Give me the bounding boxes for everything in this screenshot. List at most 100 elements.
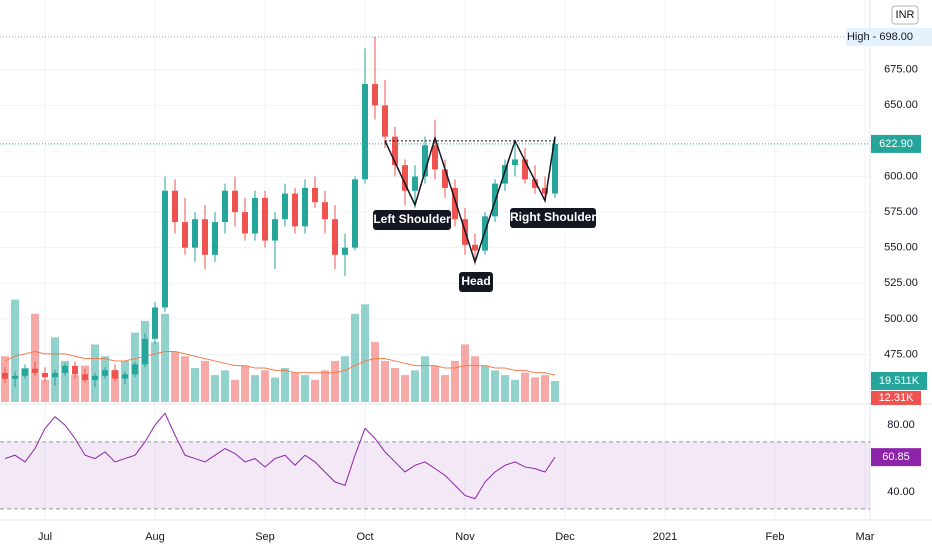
candle-body [342,247,348,255]
volume-bar [111,370,119,402]
candle-body [422,145,428,177]
candle-body [252,197,258,234]
volume-bar [221,370,229,402]
candle-body [322,202,328,220]
candle-body [42,372,48,378]
volume-bar [311,379,319,402]
candle-body [382,105,388,137]
candle-body [302,187,308,227]
volume-last-label: 19.511K [879,375,920,387]
candle-body [72,365,78,375]
currency[interactable]: INR [896,9,915,21]
candle-body [172,190,178,223]
volume-bar [511,379,519,402]
candle-body [232,190,238,213]
y-tick-label: 525.00 [884,277,918,289]
volume-bar [321,370,329,402]
y-tick-label: 550.00 [884,242,918,254]
x-tick-label: Mar [856,531,875,543]
volume-bar [81,365,89,402]
candle-body [472,244,478,251]
volume-bar [271,377,279,402]
y-tick-label: 475.00 [884,348,918,360]
candle-body [222,190,228,223]
volume-bar [551,380,559,402]
y-tick-label: 650.00 [884,99,918,111]
x-tick-label: Oct [356,531,373,543]
candle-body [512,159,518,166]
volume-ma [4,351,556,376]
candle-body [412,176,418,191]
candle-body [142,338,148,365]
candle-body [202,219,208,255]
candle-body [522,159,528,180]
volume-bar [61,360,69,402]
y-tick-label: 600.00 [884,170,918,182]
volume-bar [241,365,249,402]
candle-body [392,136,398,166]
volume-bar [361,304,369,402]
candle-body [92,375,98,381]
candle-body [122,374,128,379]
volume-bar [451,360,459,402]
candle-body [32,368,38,373]
candle-body [242,212,248,234]
volume-bar [431,365,439,402]
volume-bar [101,356,109,402]
volume-bar [21,368,29,402]
candle-body [62,365,68,373]
candle-body [12,375,18,379]
currency-box[interactable] [891,5,919,25]
rsi-tick-label: 80.00 [887,419,915,431]
candle-body [212,222,218,255]
volume-bar [541,375,549,402]
volume-bar [281,368,289,402]
annotation: Head [461,274,490,288]
candle-body [532,179,538,188]
annotation-box [510,208,596,228]
x-tick-label: Sep [255,531,275,543]
volume-bar [411,370,419,402]
x-tick-label: Feb [766,531,785,543]
candle-body [332,219,338,255]
candle-body [352,179,358,248]
volume-bar [401,375,409,402]
candle-body [102,370,108,376]
pattern-line [384,135,556,265]
candle-body [542,187,548,194]
volume-bar [371,342,379,402]
volume-bar [501,375,509,402]
rsi-band [0,441,870,509]
annotation-box [459,272,493,292]
volume-bar [351,313,359,402]
candle-body [162,190,168,308]
candle-body [292,193,298,227]
volume-bar [71,375,79,402]
volume-bar [521,372,529,402]
candle-body [182,222,188,248]
y-tick-label: 675.00 [884,64,918,76]
volume-bar [191,368,199,402]
annotation: Right Shoulder [510,210,596,224]
candle-body [372,83,378,106]
volume-bar [531,377,539,402]
annotation: Left Shoulder [373,212,451,226]
candle-body [552,143,558,194]
volume-bar [41,379,49,402]
volume-bar [471,356,479,402]
candle-body [262,197,268,241]
volume-bar [11,299,19,402]
volume-bar [441,375,449,402]
annotation-box [373,210,451,230]
x-tick-label: Nov [455,531,475,543]
candle-body [312,187,318,203]
volume-bar [341,356,349,402]
y-tick-label: 575.00 [884,206,918,218]
volume-bar [51,337,59,402]
candle-body [192,219,198,248]
candle-body [22,368,28,376]
candle-body [112,370,118,379]
volume-bar [261,370,269,402]
candle-body [152,307,158,339]
